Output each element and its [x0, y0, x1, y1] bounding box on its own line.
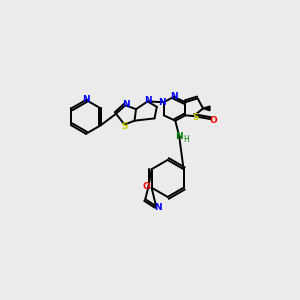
Text: H: H [183, 135, 189, 144]
Text: S: S [121, 122, 128, 130]
Text: N: N [170, 92, 178, 100]
Text: N: N [82, 95, 90, 104]
Text: O: O [210, 116, 218, 125]
Text: S: S [192, 113, 199, 122]
Text: N: N [154, 203, 161, 212]
Text: N: N [158, 98, 166, 107]
Text: O: O [142, 182, 150, 191]
Polygon shape [203, 106, 210, 111]
Text: N: N [175, 132, 183, 141]
Text: N: N [144, 96, 152, 105]
Text: N: N [122, 100, 130, 109]
